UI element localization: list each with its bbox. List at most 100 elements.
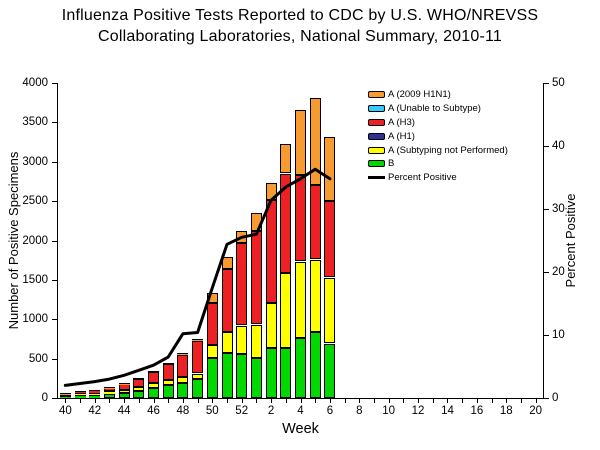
y-axis-left-tick: [52, 398, 57, 399]
x-axis-tick: [506, 399, 508, 403]
bar-segment-a-h3-: [280, 173, 292, 273]
bar-segment-a-2009-h1n1-: [162, 362, 174, 365]
legend-label: A (Unable to Subtype): [388, 103, 481, 115]
x-axis-tick: [359, 399, 361, 403]
y-axis-left-tick-label: 0: [41, 392, 48, 404]
bar-segment-b: [177, 383, 189, 398]
bar-segment-a-subtyping-not-performed-: [280, 272, 292, 348]
x-axis-tick: [168, 399, 170, 403]
bar-segment-b: [236, 354, 248, 398]
y-axis-right-tick-label: 30: [552, 203, 565, 215]
bar-segment-b: [74, 395, 86, 398]
x-axis-tick-label: 18: [499, 405, 513, 417]
x-axis-tick: [212, 399, 214, 403]
bar-segment-a-subtyping-not-performed-: [295, 261, 306, 338]
y-axis-right-tick: [544, 146, 549, 147]
x-axis-tick-label: 50: [205, 405, 219, 417]
legend-label: A (H1): [388, 130, 415, 142]
y-axis-left-tick: [52, 122, 57, 124]
x-axis-tick-label: 40: [58, 405, 72, 417]
legend-swatch-icon: [368, 91, 385, 99]
bar-segment-b: [133, 391, 145, 398]
legend-swatch-icon: [368, 160, 385, 168]
x-axis-tick-label: 14: [441, 405, 454, 417]
bar-segment-a-h3-: [309, 185, 321, 260]
y-axis-right-tick-label: 50: [552, 77, 565, 89]
bar-segment-a-h3-: [192, 340, 204, 374]
bar-segment-b: [250, 358, 262, 398]
bar-segment-a-2009-h1n1-: [324, 137, 336, 202]
x-axis-tick: [124, 399, 126, 403]
bar-segment-a-subtyping-not-performed-: [89, 392, 101, 395]
x-axis-tick: [403, 399, 405, 403]
y-axis-left-tick: [52, 83, 57, 84]
legend-swatch-icon: [368, 146, 385, 154]
legend-item-b: B: [368, 157, 508, 171]
x-axis-tick: [491, 399, 493, 403]
bar-segment-b: [162, 385, 174, 398]
y-axis-right-tick-label: 40: [552, 140, 565, 152]
y-axis-left-tick-label: 500: [28, 352, 48, 365]
legend-item-a-subtyping-not-performed-: A (Subtyping not Performed): [368, 143, 508, 157]
y-axis-left-tick: [52, 279, 57, 281]
bar-segment-b: [280, 347, 292, 398]
y-axis-left-tick-label: 3500: [22, 116, 48, 129]
legend: A (2009 H1N1) A (Unable to Subtype) A (H3)…: [368, 88, 508, 185]
bar-segment-a-h3-: [221, 269, 233, 332]
y-axis-left-tick-label: 4000: [22, 77, 48, 89]
bar-segment-a-subtyping-not-performed-: [324, 277, 336, 344]
x-axis-tick: [197, 399, 199, 403]
bar-segment-a-2009-h1n1-: [295, 110, 306, 175]
legend-item-a-h1-: A (H1): [368, 129, 508, 143]
bar-segment-a-h3-: [324, 201, 336, 278]
bar-segment-b: [59, 396, 71, 398]
x-axis-tick: [418, 399, 420, 403]
y-axis-left-tick: [52, 240, 57, 242]
chart-title-line2: Collaborating Laboratories, National Sum…: [98, 28, 502, 45]
bar-segment-b: [295, 337, 306, 398]
bar-segment-a-subtyping-not-performed-: [236, 325, 248, 355]
x-axis-tick: [138, 399, 140, 403]
y-axis-right-line: [543, 83, 544, 398]
x-axis-tick: [373, 399, 375, 403]
y-axis-right-tick-label: 10: [552, 329, 565, 341]
x-axis-tick: [109, 399, 111, 403]
legend-line-icon: [368, 176, 385, 179]
legend-item-a-2009-h1n1-: A (2009 H1N1): [368, 88, 508, 102]
legend-label: Percent Positive: [388, 172, 457, 184]
x-axis-tick: [80, 399, 82, 403]
y-axis-left-tick-label: 3000: [22, 155, 48, 168]
bar-segment-a-h3-: [177, 354, 189, 378]
x-axis-tick: [388, 399, 390, 403]
bar-segment-a-2009-h1n1-: [280, 144, 292, 174]
y-axis-right-tick: [544, 209, 549, 210]
bar-segment-b: [192, 379, 204, 398]
bar-segment-b: [89, 395, 101, 398]
y-axis-left-tick: [52, 319, 57, 321]
y-axis-right-tick: [544, 335, 549, 336]
legend-swatch-icon: [368, 132, 385, 140]
legend-item-percent-positive: Percent Positive: [368, 171, 508, 185]
bar-segment-a-subtyping-not-performed-: [74, 393, 86, 396]
x-axis-tick: [462, 399, 464, 403]
bar-segment-a-h3-: [133, 379, 145, 388]
x-axis-tick-label: 42: [88, 405, 102, 417]
bar-segment-a-subtyping-not-performed-: [221, 332, 233, 354]
bar-segment-a-subtyping-not-performed-: [177, 377, 189, 384]
x-axis-tick: [300, 399, 302, 403]
bar-segment-a-2009-h1n1-: [59, 393, 71, 395]
x-axis-tick: [520, 399, 522, 403]
x-axis-tick: [256, 399, 258, 403]
x-axis-tick: [65, 399, 67, 403]
y-axis-right-tick: [544, 272, 549, 273]
bar-segment-a-subtyping-not-performed-: [133, 387, 145, 392]
legend-swatch-icon: [368, 118, 385, 126]
x-axis-tick-label: 44: [117, 405, 131, 417]
bar-segment-a-2009-h1n1-: [89, 389, 101, 392]
legend-label: B: [388, 158, 395, 170]
bar-segment-a-2009-h1n1-: [192, 338, 204, 341]
y-axis-right-title: Percent Positive: [563, 193, 578, 288]
bar-segment-a-h3-: [148, 372, 160, 383]
bar-segment-b: [324, 343, 336, 398]
